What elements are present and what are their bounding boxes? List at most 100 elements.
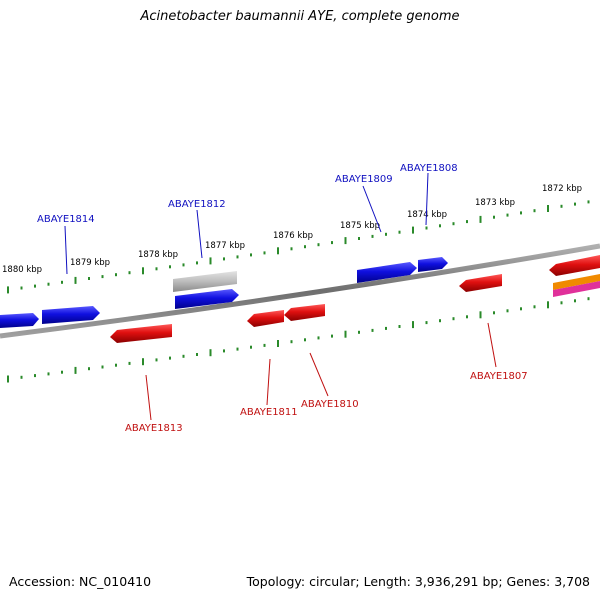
gene-arrow[interactable] (42, 306, 100, 324)
tick-label: 1877 kbp (205, 241, 245, 251)
scale-tick (277, 340, 279, 347)
scale-tick (263, 251, 266, 255)
leader-line (309, 352, 329, 397)
scale-tick (155, 358, 158, 362)
scale-tick (169, 265, 171, 269)
gene-label[interactable]: ABAYE1809 (335, 174, 393, 185)
gene-arrow[interactable] (459, 274, 502, 292)
scale-tick (331, 241, 333, 245)
scale-tick (277, 247, 279, 255)
scale-tick (61, 280, 63, 284)
scale-tick (479, 311, 482, 319)
scale-tick (223, 349, 225, 353)
scale-tick (74, 366, 77, 374)
gene-arrow[interactable] (284, 304, 325, 321)
scale-tick (412, 226, 414, 234)
leader-line (266, 358, 271, 406)
scale-tick (371, 234, 374, 238)
scale-tick (398, 325, 401, 328)
tick-row-reverse (7, 297, 590, 383)
scale-tick (466, 315, 468, 319)
gene-arrow[interactable] (247, 310, 284, 327)
leader-line (145, 374, 152, 421)
scale-tick (250, 253, 252, 257)
scale-tick (520, 211, 522, 215)
scale-tick (547, 205, 549, 212)
leader-line (196, 209, 203, 259)
tick-label: 1878 kbp (138, 250, 178, 260)
gene-arrow[interactable] (175, 289, 239, 309)
gene-label[interactable]: ABAYE1810 (301, 399, 359, 410)
forward-genes (0, 257, 448, 328)
genome-summary-text: Topology: circular; Length: 3,936,291 bp… (246, 574, 590, 589)
scale-tick (61, 370, 63, 374)
scale-tick (506, 213, 509, 217)
scale-tick (263, 343, 266, 347)
scale-tick (88, 277, 90, 280)
scale-tick (466, 220, 468, 224)
scale-tick (385, 326, 387, 330)
scale-tick (47, 282, 50, 286)
scale-tick (115, 273, 117, 277)
scale-tick (574, 202, 576, 206)
scale-tick (47, 372, 50, 376)
scale-tick (425, 321, 428, 325)
scale-tick (547, 301, 549, 309)
scale-tick (101, 275, 104, 279)
scale-tick (358, 330, 360, 334)
gene-label[interactable]: ABAYE1813 (125, 423, 183, 434)
scale-tick (290, 340, 293, 344)
scale-tick (587, 200, 590, 204)
gene-label[interactable]: ABAYE1811 (240, 407, 298, 418)
scale-tick (344, 330, 347, 338)
gene-arrow[interactable] (418, 257, 448, 272)
scale-tick (560, 301, 563, 305)
scale-tick (385, 232, 387, 236)
scale-tick (142, 358, 144, 366)
scale-tick (101, 365, 104, 369)
scale-tick (371, 328, 374, 332)
gene-arrow[interactable] (553, 274, 600, 290)
leader-line (425, 172, 429, 226)
scale-tick (20, 375, 23, 379)
scale-tick (533, 305, 536, 309)
scale-tick (587, 297, 590, 301)
scale-tick (209, 349, 212, 357)
gene-arrow[interactable] (0, 313, 39, 328)
scale-tick (115, 363, 117, 367)
scale-tick (506, 309, 509, 313)
scale-tick (169, 356, 171, 360)
scale-tick (344, 237, 347, 245)
scale-tick (155, 267, 158, 271)
scale-tick (425, 226, 428, 230)
scale-tick (493, 311, 495, 315)
gene-label[interactable]: ABAYE1807 (470, 371, 528, 382)
scale-tick (236, 255, 239, 259)
gene-arrow[interactable] (549, 255, 600, 276)
tick-label: 1880 kbp (2, 265, 42, 275)
genome-backbone (0, 243, 600, 339)
scale-tick (520, 307, 522, 311)
scale-tick (142, 267, 144, 275)
gene-label[interactable]: ABAYE1808 (400, 163, 458, 174)
gene-label[interactable]: ABAYE1812 (168, 199, 226, 210)
scale-tick (317, 243, 320, 247)
scale-tick (304, 245, 306, 249)
scale-tick (196, 353, 198, 356)
scale-tick (7, 375, 9, 383)
scale-tick (560, 204, 563, 208)
gene-arrow[interactable] (357, 262, 417, 283)
page-title: Acinetobacter baumannii AYE, complete ge… (140, 9, 460, 24)
scale-tick (88, 367, 90, 371)
gene-arrow[interactable] (110, 324, 172, 343)
scale-tick (236, 347, 239, 351)
gene-label[interactable]: ABAYE1814 (37, 214, 95, 225)
tick-label: 1879 kbp (70, 258, 110, 268)
scale-tick (493, 215, 495, 219)
scale-tick (304, 338, 306, 342)
gene-arrow[interactable] (173, 271, 237, 292)
gene-arrow[interactable] (553, 281, 600, 297)
scale-tick (209, 257, 212, 265)
scale-tick (452, 222, 455, 226)
